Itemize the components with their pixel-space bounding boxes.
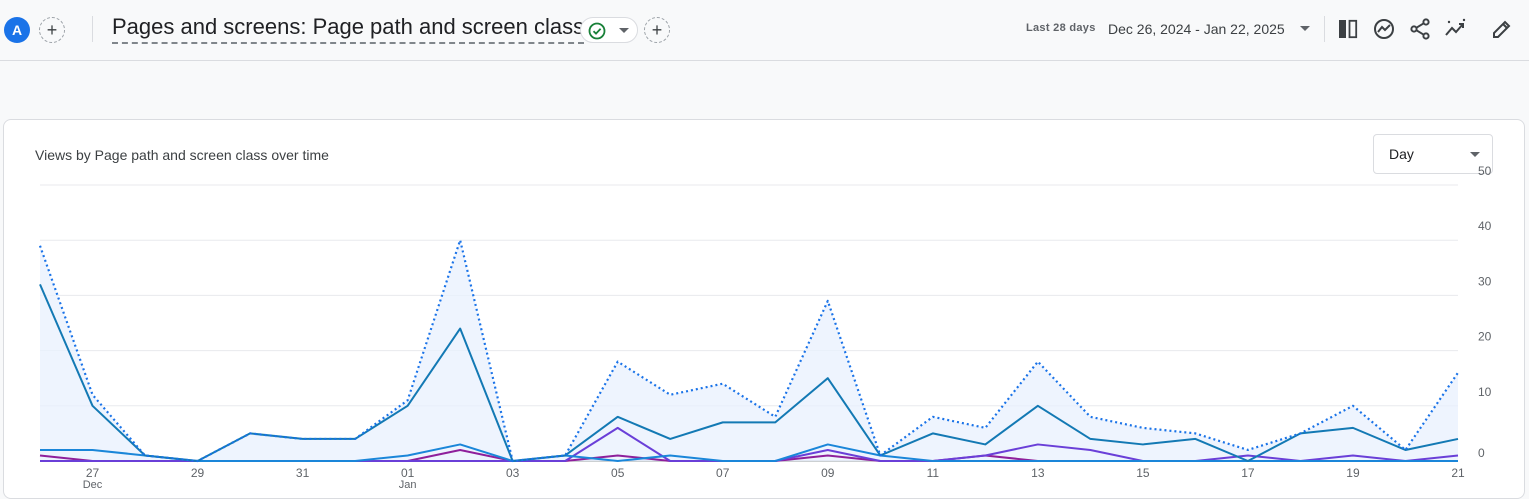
x-tick-label: 31 — [296, 466, 310, 480]
plus-icon: + — [46, 20, 58, 40]
chevron-down-icon — [1470, 152, 1480, 157]
x-tick-label: 13 — [1031, 466, 1045, 480]
date-range-label: Last 28 days — [1026, 22, 1096, 34]
check-circle-icon — [588, 22, 606, 40]
series-line-2 — [40, 443, 1458, 462]
divider — [92, 16, 93, 42]
x-tick-label: 19 — [1346, 466, 1360, 480]
y-tick-label: 40 — [1478, 219, 1492, 233]
report-status-dropdown[interactable] — [580, 17, 638, 43]
x-tick-label: 15 — [1136, 466, 1150, 480]
add-comparison-button[interactable]: + — [39, 17, 65, 43]
granularity-value: Day — [1389, 146, 1414, 162]
granularity-select[interactable]: Day — [1373, 134, 1493, 174]
divider — [1324, 16, 1325, 42]
insights-icon[interactable] — [1372, 17, 1396, 41]
x-tick-label: 01 — [401, 466, 415, 480]
avatar-letter: A — [11, 22, 23, 38]
y-tick-label: 10 — [1478, 385, 1492, 399]
trend-icon[interactable] — [1444, 17, 1468, 41]
chart-title: Views by Page path and screen class over… — [35, 147, 329, 163]
x-tick-label: 07 — [716, 466, 730, 480]
share-icon[interactable] — [1408, 17, 1432, 41]
chevron-down-icon — [619, 28, 629, 33]
x-tick-label: 27 — [86, 466, 100, 480]
x-tick-sublabel: Jan — [399, 479, 417, 488]
x-tick-sublabel: Dec — [83, 479, 103, 488]
total-series-line — [38, 239, 1459, 463]
x-tick-label: 11 — [927, 466, 940, 480]
date-range-value[interactable]: Dec 26, 2024 - Jan 22, 2025 — [1108, 21, 1285, 37]
x-tick-label: 17 — [1241, 466, 1255, 480]
chevron-down-icon[interactable] — [1300, 26, 1310, 32]
x-tick-label: 21 — [1451, 466, 1465, 480]
x-tick-label: 05 — [611, 466, 625, 480]
comparison-avatar[interactable]: A — [4, 17, 30, 43]
x-tick-label: 09 — [821, 466, 835, 480]
edit-icon[interactable] — [1490, 17, 1514, 41]
y-tick-label: 20 — [1478, 330, 1492, 344]
add-filter-button[interactable]: + — [644, 17, 670, 43]
compare-icon[interactable] — [1336, 17, 1360, 41]
top-bar: A + Pages and screens: Page path and scr… — [0, 0, 1529, 61]
x-tick-label: 29 — [191, 466, 205, 480]
y-tick-label: 50 — [1478, 164, 1492, 178]
total-area-fill — [40, 240, 1458, 461]
y-tick-label: 30 — [1478, 274, 1492, 288]
report-title[interactable]: Pages and screens: Page path and screen … — [112, 14, 585, 44]
x-tick-label: 03 — [506, 466, 520, 480]
y-tick-label: 0 — [1478, 446, 1485, 460]
plus-icon: + — [651, 20, 663, 40]
